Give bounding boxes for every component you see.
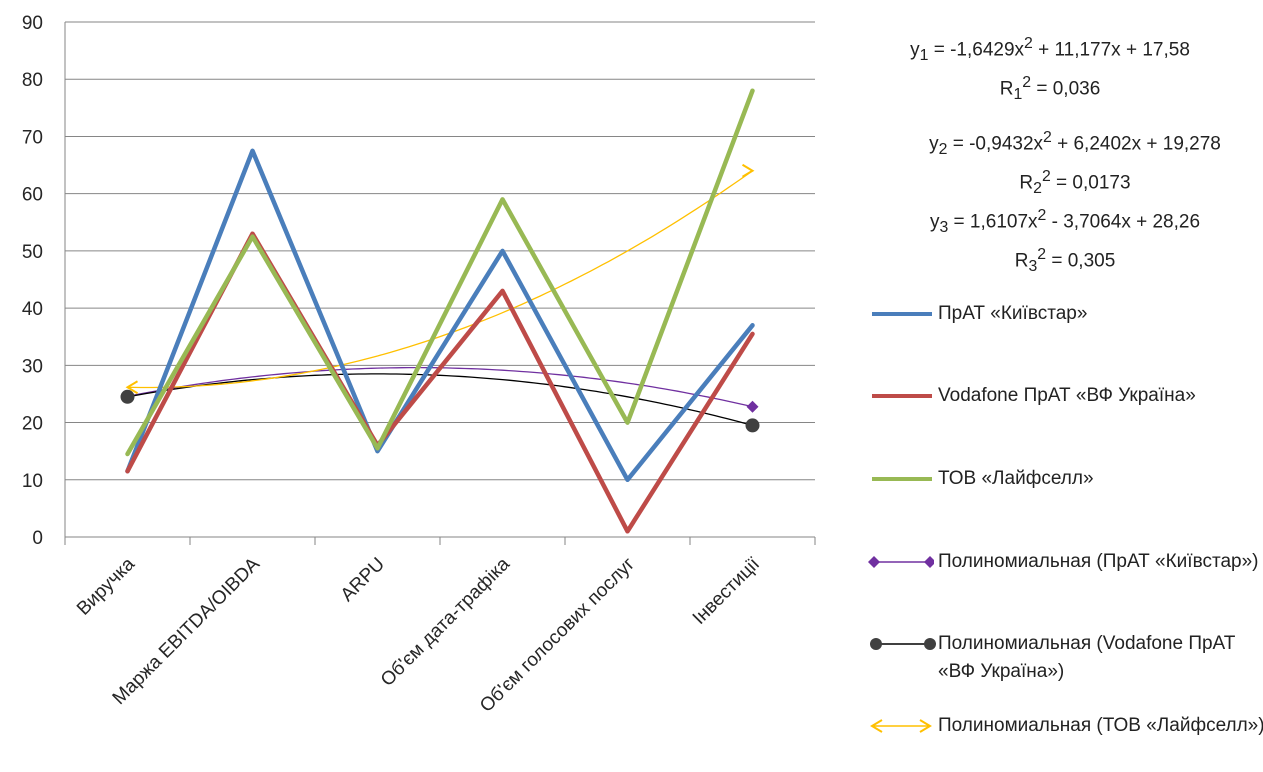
y-tick-label: 10 <box>22 471 43 492</box>
r-squared-line: R22 = 0,0173 <box>1019 168 1131 198</box>
legend-label: ПрАТ «Київстар» <box>938 303 1088 324</box>
x-tick-label: Інвестиції <box>689 553 765 629</box>
r-squared-line: R12 = 0,036 <box>999 74 1101 104</box>
equation-line: y1 = -1,6429x2 + 11,177x + 17,58 <box>910 35 1190 65</box>
trendline-diamond-marker <box>746 400 759 413</box>
diamond-marker-icon <box>868 556 934 568</box>
legend-label: ТОВ «Лайфселл» <box>938 468 1094 489</box>
series-line-1 <box>125 148 755 483</box>
equation-line: y2 = -0,9432x2 + 6,2402x + 19,278 <box>929 129 1221 159</box>
trendline-3 <box>127 170 753 389</box>
x-tick-label: Об'єм дата-трафіка <box>377 553 514 690</box>
trendline-circle-marker <box>745 418 760 433</box>
legend-label: Полиномиальная (ТОВ «Лайфселл») <box>938 715 1263 736</box>
x-tick-label: Виручка <box>73 553 139 619</box>
y-tick-label: 70 <box>22 127 43 148</box>
trendline-arrow-marker <box>125 380 139 395</box>
equation-block-3: y3 = 1,6107x2 - 3,7064x + 28,26 R32 = 0,… <box>880 202 1250 280</box>
y-tick-label: 20 <box>22 414 43 435</box>
series-line-3 <box>125 88 755 457</box>
r-squared-line: R32 = 0,305 <box>1014 246 1116 276</box>
equation-block-1: y1 = -1,6429x2 + 11,177x + 17,58 R12 = 0… <box>870 30 1230 108</box>
y-tick-label: 60 <box>22 185 43 206</box>
y-tick-label: 0 <box>32 528 43 549</box>
circle-marker-icon <box>870 638 936 650</box>
y-tick-label: 50 <box>22 242 43 263</box>
trendline-2 <box>127 373 753 427</box>
legend-label: Vodafone ПрАТ «ВФ Україна» <box>938 385 1196 406</box>
arrow-marker-icon <box>870 719 932 733</box>
trendline-arrow-marker <box>741 163 755 178</box>
legend-swatch-line <box>872 312 932 316</box>
y-tick-label: 40 <box>22 299 43 320</box>
equation-block-2: y2 = -0,9432x2 + 6,2402x + 19,278 R22 = … <box>890 124 1260 202</box>
equation-line: y3 = 1,6107x2 - 3,7064x + 28,26 <box>929 207 1201 237</box>
legend-swatch-line <box>872 394 932 398</box>
y-tick-label: 30 <box>22 356 43 377</box>
y-tick-label: 90 <box>22 13 43 34</box>
legend-swatch-line <box>872 477 932 481</box>
x-tick-label: Маржа EBITDA/OIBDA <box>109 553 265 709</box>
legend-label: Полиномиальная (ПрАТ «Київстар») <box>938 551 1259 572</box>
legend-label: Полиномиальная (Vodafone ПрАТ «ВФ Україн… <box>938 633 1236 682</box>
y-tick-label: 80 <box>22 70 43 91</box>
trendline-circle-marker <box>120 389 135 404</box>
trendline-1 <box>127 366 753 408</box>
x-tick-label: ARPU <box>337 554 389 606</box>
